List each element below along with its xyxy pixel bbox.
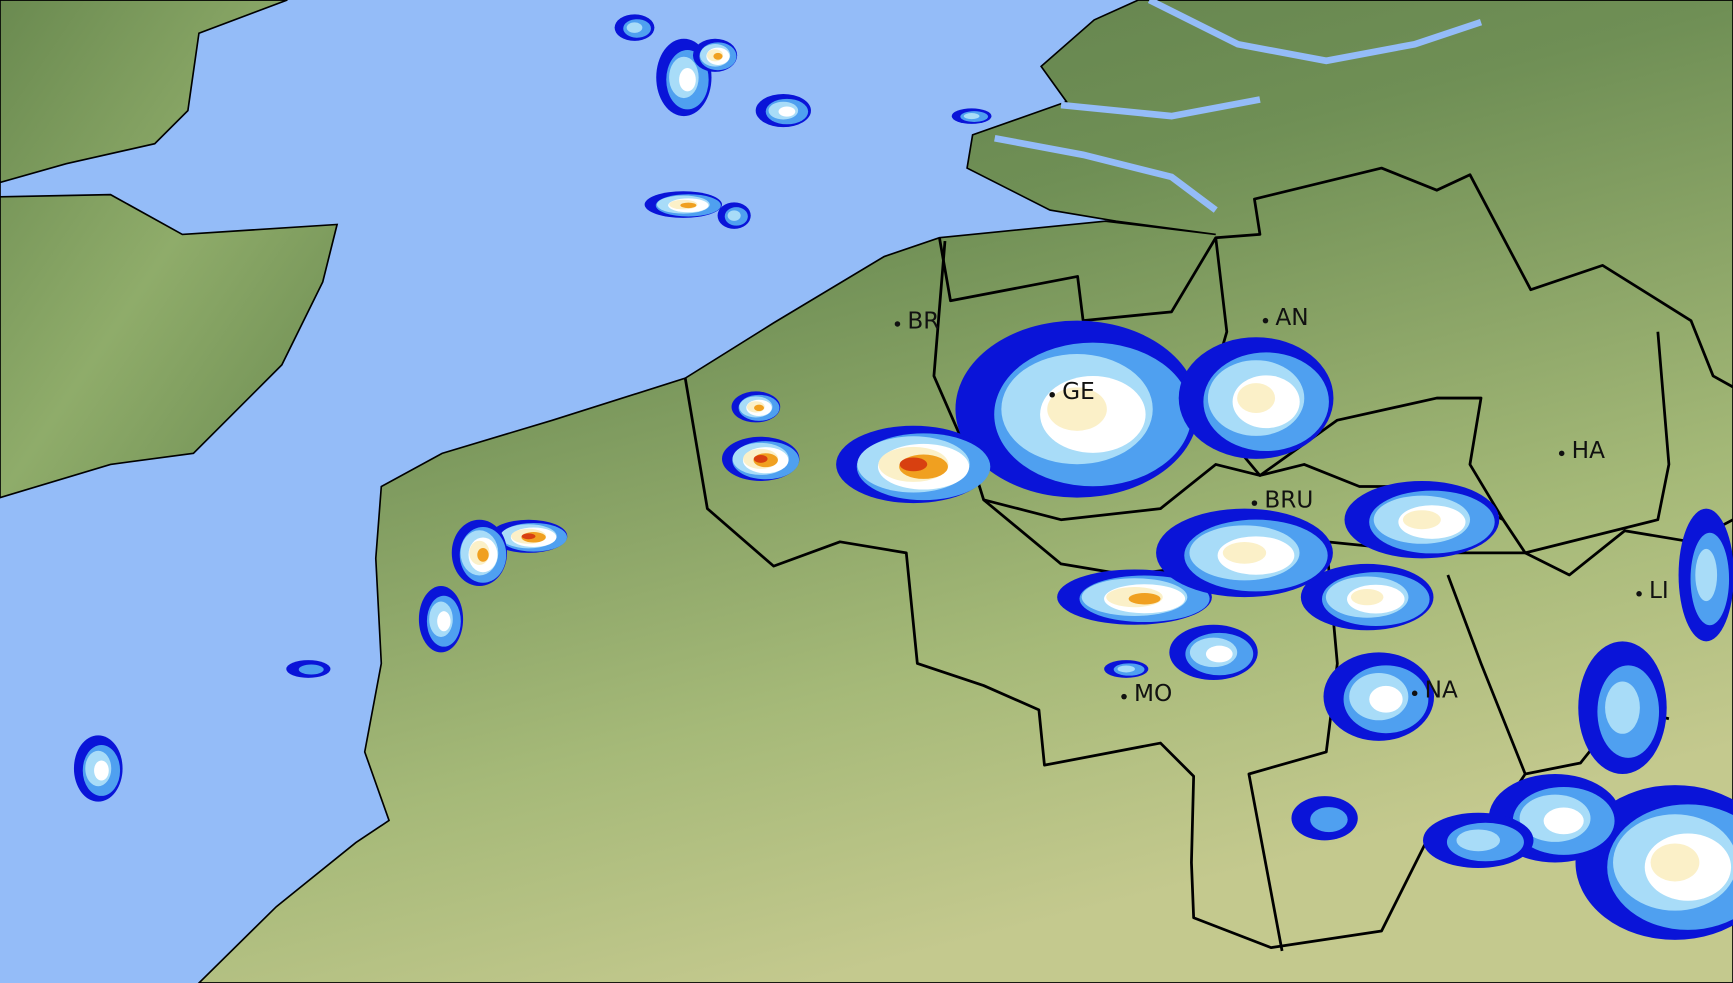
city-label: NA (1425, 677, 1458, 704)
city-dot (1558, 450, 1565, 457)
precipitation-level (753, 454, 768, 463)
city-dot (1262, 317, 1269, 324)
precipitation-cell (721, 436, 800, 481)
city-dot (1636, 591, 1642, 597)
precipitation-level (626, 22, 643, 33)
precipitation-level (1222, 542, 1267, 564)
city-dot (1121, 693, 1127, 700)
precipitation-cell (1104, 660, 1149, 678)
precipitation-level (680, 202, 697, 209)
precipitation-cell (1169, 624, 1258, 681)
precipitation-cell (1057, 569, 1212, 625)
precipitation-cell (73, 735, 123, 802)
precipitation-level (1369, 685, 1403, 713)
precipitation-cell (451, 519, 508, 587)
precipitation-level (1310, 807, 1348, 833)
precipitation-cell (692, 38, 738, 72)
city-markers: BR GE AN HA BRU LI MO NA (894, 304, 1669, 707)
precipitation-level (1047, 387, 1107, 431)
precipitation-cell (1156, 508, 1333, 598)
precipitation-cell (955, 320, 1199, 498)
precipitation-cell (1578, 641, 1667, 775)
precipitation-layer (73, 14, 1733, 940)
precipitation-level (1350, 588, 1384, 606)
precipitation-cell (755, 93, 811, 128)
city-label: BRU (1264, 487, 1313, 514)
city-dot (1411, 690, 1418, 697)
precipitation-level (1237, 383, 1276, 413)
land-england (0, 0, 339, 499)
precipitation-level (1117, 665, 1135, 673)
city-dot (1049, 391, 1055, 398)
city-ha[interactable]: HA (1558, 437, 1605, 464)
precipitation-level (778, 106, 796, 117)
precipitation-level (727, 210, 741, 221)
border-belgium-netherlands (938, 166, 1733, 389)
precipitation-level (477, 548, 489, 562)
precipitation-cell (717, 202, 751, 229)
city-li[interactable]: LI (1636, 577, 1669, 604)
city-label: GE (1062, 378, 1095, 405)
precipitation-cell (286, 660, 331, 678)
precipitation-level (1650, 843, 1700, 882)
city-na[interactable]: NA (1411, 677, 1458, 704)
precipitation-level (437, 611, 451, 632)
precipitation-cell (951, 108, 992, 124)
border-provinces-5 (1446, 574, 1527, 775)
city-ge[interactable]: GE (1049, 378, 1095, 405)
precipitation-cell (418, 586, 464, 653)
precipitation-level (899, 457, 928, 472)
precipitation-level (754, 404, 765, 412)
precipitation-level (679, 68, 696, 92)
precipitation-cell (1422, 812, 1534, 869)
precipitation-level (1695, 548, 1718, 602)
precipitation-cell (731, 391, 781, 423)
precipitation-level (298, 664, 324, 675)
precipitation-level (1402, 510, 1441, 530)
city-label: AN (1275, 304, 1308, 331)
city-bru[interactable]: BRU (1251, 487, 1314, 514)
precipitation-cell (644, 191, 722, 218)
city-label: HA (1572, 437, 1605, 464)
precipitation-cell (1323, 652, 1435, 741)
precipitation-cell (1678, 508, 1733, 642)
precipitation-level (1605, 681, 1640, 734)
city-br[interactable]: BR (894, 307, 940, 334)
city-an[interactable]: AN (1262, 304, 1309, 331)
city-mo[interactable]: MO (1121, 680, 1172, 707)
precipitation-level (521, 533, 536, 540)
water-channels (994, 0, 1483, 213)
precipitation-cell (1178, 337, 1334, 459)
precipitation-level (963, 113, 980, 120)
precipitation-cell (1291, 796, 1358, 841)
precipitation-cell (1344, 480, 1500, 559)
precipitation-cell (489, 519, 568, 553)
precipitation-cell (1300, 563, 1434, 631)
city-dot (1251, 500, 1258, 506)
city-label: LI (1649, 577, 1669, 604)
city-label: MO (1134, 680, 1172, 707)
precipitation-level (1456, 829, 1501, 852)
precipitation-level (1205, 645, 1233, 663)
precipitation-level (713, 52, 723, 60)
city-label: BR (907, 307, 939, 334)
city-dot (894, 321, 901, 327)
precipitation-cell (614, 14, 655, 41)
precipitation-level (94, 760, 109, 781)
precipitation-cell (836, 425, 991, 504)
precipitation-level (1128, 593, 1161, 605)
precipitation-level (1543, 807, 1584, 835)
